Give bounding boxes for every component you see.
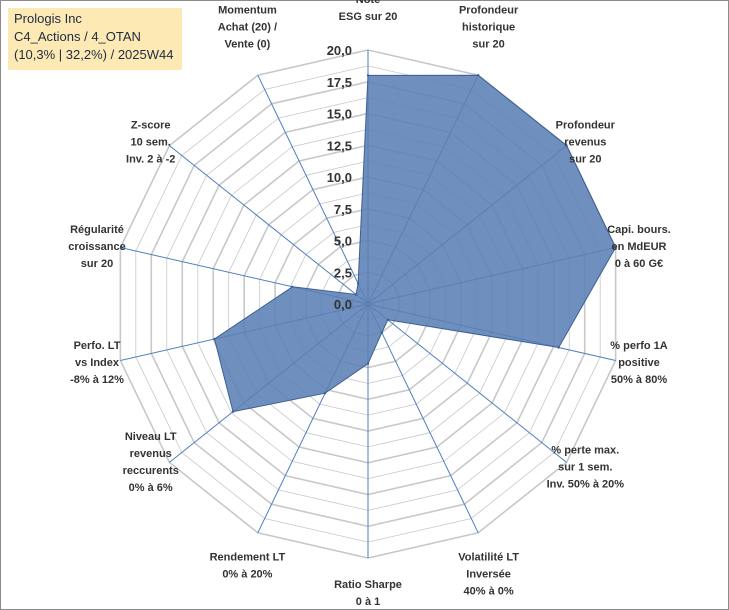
tick-label: 15,0 [327, 107, 352, 122]
axis-label-line: historique [462, 22, 515, 34]
axis-label-line: sur 20 [569, 153, 601, 165]
axis-label-line: 10 sem. [131, 136, 171, 148]
axis-label-line: Régularité [70, 224, 124, 236]
axis-spoke [367, 303, 567, 463]
axis-label: Régularité croissance sur 20 [68, 224, 125, 270]
axis-label-line: reccurents [123, 465, 179, 477]
axis-spoke [367, 303, 479, 534]
radar-axis-labels: Note ESG sur 20 Profondeur historique sur 20… [68, 0, 671, 608]
info-box: Prologis Inc C4_Actions / 4_OTAN (10,3% … [8, 8, 182, 70]
axis-spoke [169, 145, 369, 305]
axis-label-line: Capi. bours. [607, 224, 671, 236]
axis-label-line: sur 1 sem. [558, 462, 612, 474]
tick-label: 2,5 [334, 265, 352, 280]
axis-label-line: Note [356, 0, 380, 6]
axis-label-line: vs Index [75, 357, 120, 369]
data-point [366, 362, 370, 365]
axis-label: Momentum Achat (20) / Vente (0) [218, 5, 277, 51]
axis-label-line: revenus [564, 136, 606, 148]
data-point [366, 74, 370, 77]
tick-label: 20,0 [327, 43, 352, 58]
axis-label: Ratio Sharpe 0 à 1 [334, 579, 402, 608]
axis-label-line: Vente (0) [224, 39, 270, 51]
data-point [477, 74, 480, 77]
data-point [231, 410, 235, 413]
data-point [386, 318, 390, 321]
axis-label: Volatilité LT Inversée 40% à 0% [458, 552, 519, 598]
axis-label-line: Achat (20) / [218, 22, 277, 34]
axis-label-line: Inv. 50% à 20% [547, 479, 625, 491]
tick-label: 7,5 [334, 202, 352, 217]
tick-label: 5,0 [334, 234, 352, 249]
axis-label-line: Ratio Sharpe [334, 579, 402, 591]
axis-label-line: 40% à 0% [464, 586, 514, 598]
axis-label-line: croissance [68, 241, 125, 253]
axis-label: Rendement LT 0% à 20% [210, 552, 286, 581]
axis-label: Niveau LT revenus reccurents 0% à 6% [123, 431, 179, 494]
data-point [356, 282, 360, 285]
axis-label-line: Z-score [131, 119, 171, 131]
axis-label: % perte max. sur 1 sem. Inv. 50% à 20% [547, 445, 625, 491]
axis-label-line: Inv. 2 à -2 [126, 153, 175, 165]
data-point [213, 337, 216, 341]
axis-label-line: % perfo 1A [610, 340, 668, 352]
data-point [565, 144, 568, 147]
company-name: Prologis Inc [14, 11, 82, 26]
axis-label-line: Perfo. LT [74, 340, 121, 352]
axis-label-line: Volatilité LT [458, 552, 519, 564]
axis-label: Note ESG sur 20 [339, 0, 398, 23]
data-point [380, 331, 383, 334]
axis-label-line: ESG sur 20 [339, 11, 398, 23]
axis-label-line: Profondeur [459, 5, 519, 17]
tick-label: 0,0 [334, 297, 352, 312]
period-line: (10,3% | 32,2%) / 2025W44 [14, 47, 174, 62]
axis-label-line: Inversée [466, 569, 511, 581]
data-point [323, 392, 327, 395]
axis-label: Profondeur historique sur 20 [459, 5, 519, 51]
axis-label: Capi. bours. en MdEUR 0 à 60 G€ [607, 224, 671, 270]
axis-label: % perfo 1A positive 50% à 80% [610, 340, 668, 386]
axis-spoke [257, 74, 369, 305]
axis-label-line: Niveau LT [125, 431, 177, 443]
axis-label-line: en MdEUR [612, 241, 667, 253]
radar-tick-labels: 0,0 2,5 5,0 7,5 10,0 12,5 15,0 17,5 20,0 [327, 43, 352, 312]
tick-label: 10,0 [327, 170, 352, 185]
axis-label-line: positive [618, 357, 660, 369]
axis-label-line: 50% à 80% [611, 374, 667, 386]
tick-label: 17,5 [327, 75, 352, 90]
axis-label-line: % perte max. [551, 445, 619, 457]
data-point [614, 246, 617, 249]
axis-label-line: Rendement LT [210, 552, 286, 564]
axis-label-line: 0% à 20% [222, 569, 272, 581]
axis-label-line: Momentum [218, 5, 277, 17]
axis-label-line: Profondeur [556, 119, 616, 131]
axis-label: Perfo. LT vs Index -8% à 12% [70, 340, 124, 386]
tick-label: 12,5 [327, 138, 352, 153]
radar-series [213, 74, 617, 413]
category-line: C4_Actions / 4_OTAN [14, 29, 141, 44]
axis-label: Z-score 10 sem. Inv. 2 à -2 [126, 119, 175, 165]
data-point [354, 293, 358, 296]
axis-label-line: sur 20 [81, 258, 113, 270]
axis-label-line: sur 20 [472, 39, 504, 51]
data-point [291, 285, 294, 288]
axis-label-line: -8% à 12% [70, 374, 124, 386]
axis-label-line: 0 à 60 G€ [615, 258, 663, 270]
axis-label-line: 0% à 6% [129, 482, 173, 494]
axis-label-line: 0 à 1 [356, 596, 380, 608]
axis-label: Profondeur revenus sur 20 [556, 119, 616, 165]
axis-label-line: revenus [130, 448, 172, 460]
data-point [557, 346, 560, 349]
